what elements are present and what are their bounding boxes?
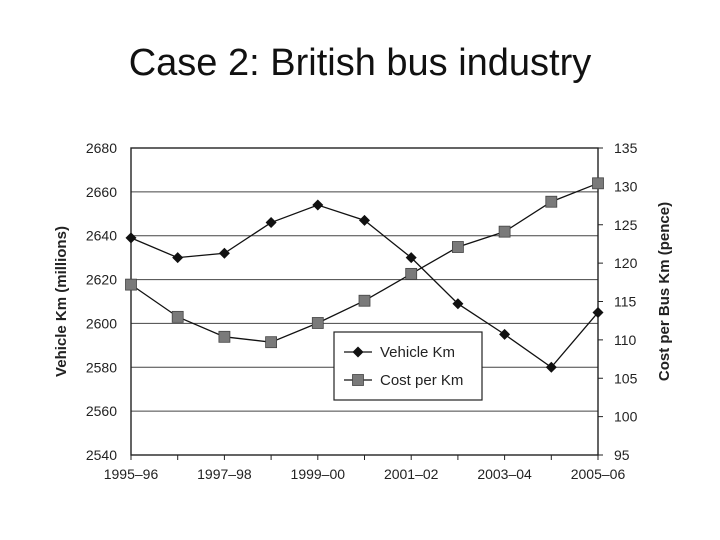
y2-tick-label: 120 — [614, 255, 638, 271]
data-point-cost-per-km — [171, 310, 184, 323]
legend-box — [333, 331, 483, 401]
right-y-tick-labels: 95 100 105 110 115 120 125 130 135 — [598, 140, 638, 463]
data-point-cost-per-km — [125, 278, 137, 291]
data-point-cost-per-km — [265, 336, 278, 349]
data-point-cost-per-km — [451, 241, 464, 253]
data-point-vehicle-km — [545, 361, 557, 373]
data-point-vehicle-km — [265, 217, 277, 229]
legend-label-cost-per-km: Cost per Km — [380, 372, 463, 389]
data-point-vehicle-km — [452, 298, 464, 310]
left-y-tick-labels: 2540 2560 2580 2600 2620 2640 2660 2680 — [86, 140, 117, 463]
data-point-vehicle-km — [172, 252, 184, 264]
y-tick-label: 2560 — [86, 403, 117, 419]
x-tick-label: 2001–02 — [384, 466, 439, 482]
y2-tick-label: 130 — [614, 178, 638, 194]
left-y-axis-title: Vehicle Km (millions) — [53, 226, 70, 377]
y2-tick-label: 105 — [614, 370, 638, 386]
y2-tick-label: 110 — [614, 332, 637, 348]
y-tick-label: 2620 — [86, 272, 117, 288]
data-point-vehicle-km — [592, 306, 604, 318]
data-point-vehicle-km — [125, 232, 137, 244]
x-tick-labels: 1995–96 1997–98 1999–00 2001–02 2003–04 2005–… — [104, 455, 626, 482]
x-tick-label: 1999–00 — [291, 466, 346, 482]
legend-marker-square — [352, 374, 364, 386]
right-y-axis-title: Cost per Bus Km (pence) — [656, 202, 673, 381]
y2-tick-label: 115 — [614, 294, 637, 310]
legend: Vehicle Km Cost per Km — [333, 331, 483, 401]
data-point-vehicle-km — [312, 199, 324, 211]
data-point-cost-per-km — [405, 267, 418, 280]
slide-title: Case 2: British bus industry — [128, 42, 592, 84]
y2-tick-label: 100 — [614, 409, 638, 425]
series-line-cost-per-km — [130, 182, 599, 343]
y2-tick-label: 125 — [614, 217, 638, 233]
data-point-cost-per-km — [592, 177, 604, 190]
y-tick-label: 2580 — [86, 359, 117, 375]
data-point-cost-per-km — [358, 294, 371, 307]
legend-label-vehicle-km: Vehicle Km — [380, 344, 455, 361]
y-tick-label: 2540 — [86, 447, 117, 463]
series-layer — [125, 177, 604, 373]
y-tick-label: 2660 — [86, 184, 117, 200]
y-tick-label: 2680 — [86, 140, 117, 156]
y-tick-label: 2600 — [86, 315, 117, 331]
data-point-cost-per-km — [498, 225, 511, 238]
x-tick-label: 1997–98 — [197, 466, 252, 482]
y2-tick-label: 135 — [614, 140, 638, 156]
y2-tick-label: 95 — [614, 447, 630, 463]
data-point-cost-per-km — [311, 317, 324, 329]
x-tick-label: 2005–06 — [571, 466, 626, 482]
x-tick-label: 1995–96 — [104, 466, 159, 482]
x-tick-label: 2003–04 — [477, 466, 532, 482]
legend-marker-diamond — [352, 346, 364, 358]
data-point-cost-per-km — [218, 330, 231, 343]
data-point-cost-per-km — [545, 195, 558, 208]
data-point-vehicle-km — [405, 252, 417, 264]
data-point-vehicle-km — [499, 328, 511, 340]
y-tick-label: 2640 — [86, 228, 117, 244]
data-point-vehicle-km — [359, 214, 370, 226]
data-point-vehicle-km — [218, 247, 230, 259]
